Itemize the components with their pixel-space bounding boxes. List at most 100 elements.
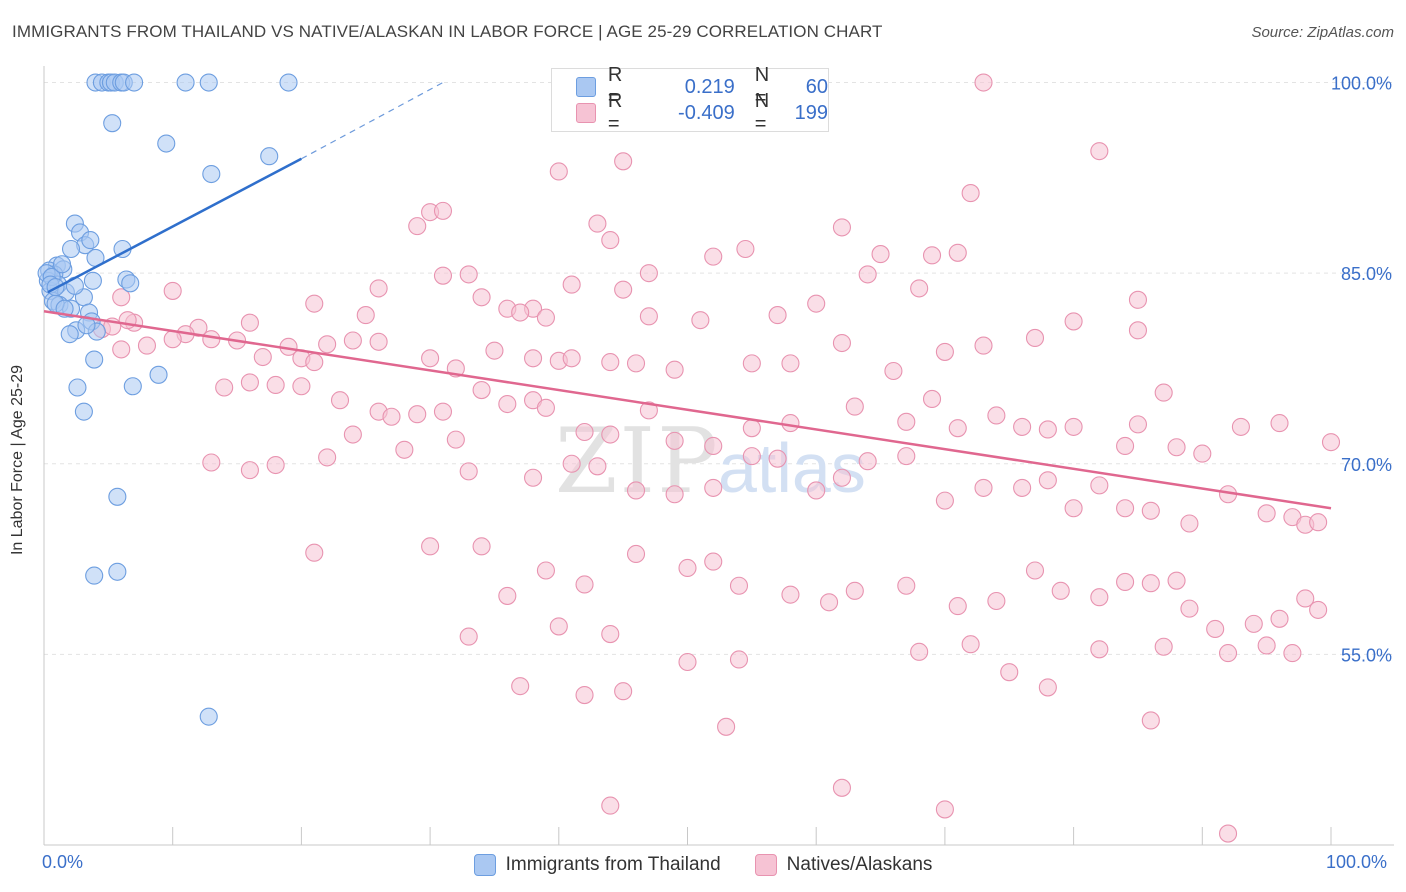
native-point xyxy=(369,279,388,298)
thailand-point xyxy=(108,487,127,506)
thailand-point xyxy=(121,274,140,293)
native-point xyxy=(807,294,826,313)
native-point xyxy=(240,461,259,480)
native-point xyxy=(1244,614,1263,633)
native-point xyxy=(1090,588,1109,607)
native-point xyxy=(343,425,362,444)
native-point xyxy=(1154,637,1173,656)
thailand-point xyxy=(108,562,127,581)
native-point xyxy=(112,340,131,359)
native-point xyxy=(1013,478,1032,497)
native-point xyxy=(1180,514,1199,533)
native-point xyxy=(736,239,755,259)
trend-lines xyxy=(43,81,1332,510)
native-point xyxy=(305,543,324,562)
thailand-point xyxy=(85,566,104,585)
native-point xyxy=(369,332,388,351)
native-point xyxy=(961,635,980,654)
native-point xyxy=(459,462,478,481)
native-point xyxy=(498,586,517,605)
native-point xyxy=(1180,599,1199,618)
native-point xyxy=(524,468,543,487)
native-point xyxy=(742,447,761,466)
native-point xyxy=(614,682,633,701)
legend-label-natives: Natives/Alaskans xyxy=(786,854,933,875)
native-point xyxy=(1064,499,1083,518)
native-point xyxy=(845,581,864,600)
native-point xyxy=(1270,414,1289,433)
blue-legend-swatch xyxy=(473,854,496,876)
native-point xyxy=(639,307,658,326)
native-point xyxy=(665,431,684,450)
native-point xyxy=(562,349,581,368)
native-point xyxy=(781,585,800,604)
native-point xyxy=(717,717,736,736)
native-point xyxy=(253,347,272,367)
native-point xyxy=(626,354,646,373)
legend-item-thailand[interactable]: Immigrants from Thailand xyxy=(473,854,721,876)
native-point xyxy=(1090,142,1109,161)
native-point xyxy=(820,593,839,612)
native-point xyxy=(807,481,826,500)
native-point xyxy=(704,436,723,456)
native-point xyxy=(704,478,723,497)
native-point xyxy=(1141,711,1160,730)
native-point xyxy=(1154,383,1173,402)
y-tick-label: 100.0% xyxy=(1331,74,1392,94)
native-point xyxy=(948,419,967,438)
native-point xyxy=(1309,600,1328,619)
y-tick-label: 70.0% xyxy=(1341,455,1392,475)
native-point xyxy=(485,341,504,360)
legend-item-natives[interactable]: Natives/Alaskans xyxy=(754,854,933,876)
native-point xyxy=(922,246,942,265)
native-point xyxy=(742,354,761,373)
native-point xyxy=(961,184,980,203)
native-point xyxy=(910,642,929,661)
native-point xyxy=(163,330,182,349)
tick-labels: 55.0% 70.0% 85.0% 100.0% xyxy=(1331,74,1392,666)
thailand-point xyxy=(202,164,221,184)
native-point xyxy=(215,378,234,397)
native-point xyxy=(137,336,157,355)
native-point xyxy=(614,280,633,299)
native-point xyxy=(1141,574,1160,593)
native-point xyxy=(639,264,658,283)
native-point xyxy=(845,397,864,416)
n-label: N = xyxy=(754,90,770,135)
x-tick-label-min: 0.0% xyxy=(42,852,84,872)
n-value: 60 xyxy=(805,75,828,98)
series-legend: Immigrants from Thailand Natives/Alaskan… xyxy=(0,852,1406,878)
native-point xyxy=(987,406,1006,425)
native-point xyxy=(382,407,401,426)
n-value: 199 xyxy=(794,101,828,124)
thailand-point xyxy=(60,325,79,344)
native-point xyxy=(1000,663,1019,682)
native-point xyxy=(832,468,851,487)
native-point xyxy=(665,360,684,379)
native-point xyxy=(678,558,697,578)
native-point xyxy=(935,342,954,361)
thailand-point xyxy=(199,707,218,726)
thailand-point xyxy=(176,73,195,92)
native-point xyxy=(202,453,221,472)
thailand-point xyxy=(61,239,81,259)
native-point xyxy=(1090,476,1109,495)
thailand-point xyxy=(68,378,87,397)
thailand-point xyxy=(74,402,93,421)
native-point xyxy=(318,335,337,354)
native-point xyxy=(1141,501,1160,520)
native-point xyxy=(1038,678,1057,697)
native-point xyxy=(832,778,851,797)
native-point xyxy=(588,457,607,476)
native-point xyxy=(202,330,221,349)
native-point xyxy=(1270,609,1289,628)
native-point xyxy=(459,627,478,646)
native-point xyxy=(472,537,491,556)
native-point xyxy=(1064,312,1083,331)
native-point xyxy=(639,401,658,420)
native-point xyxy=(601,425,620,444)
blue-swatch xyxy=(576,77,596,97)
thailand-point xyxy=(199,73,218,92)
native-point xyxy=(446,430,465,449)
